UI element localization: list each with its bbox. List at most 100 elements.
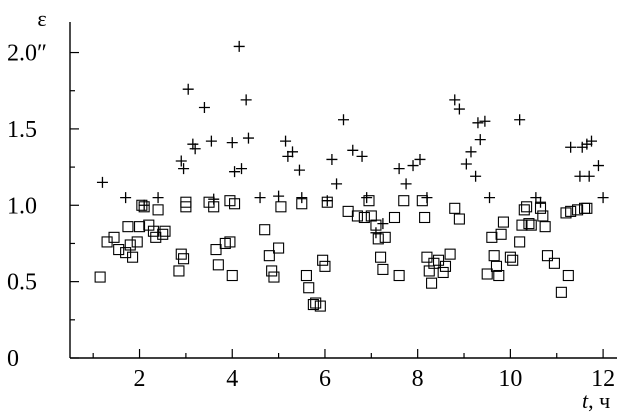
square-point (449, 202, 461, 214)
ticks (70, 51, 604, 359)
plus-point (242, 132, 254, 144)
plus-point (565, 141, 577, 153)
square-point (514, 236, 526, 248)
plus-point (581, 138, 593, 150)
square-point (358, 211, 370, 224)
square-point (159, 225, 171, 237)
square-point (432, 254, 445, 266)
square-point (481, 268, 493, 280)
square-point (493, 269, 505, 282)
plus-point (229, 166, 241, 178)
square-point (370, 219, 382, 231)
square-point (525, 219, 537, 231)
square-point (180, 196, 192, 208)
square-point (439, 260, 452, 272)
plus-point (236, 163, 248, 175)
plus-point (576, 141, 588, 153)
square-point (419, 211, 431, 224)
square-point (266, 265, 278, 277)
square-point (518, 204, 530, 216)
square-point (108, 231, 120, 243)
square-point (495, 228, 507, 240)
square-point (488, 250, 500, 262)
x-tick-label: 12 (591, 366, 615, 392)
plus-point (470, 170, 482, 182)
square-point (548, 257, 560, 269)
plus-point (240, 94, 252, 106)
data-points (94, 40, 609, 312)
square-point (398, 195, 410, 207)
plus-point (592, 160, 604, 172)
x-axis-label-unit: , ч (588, 388, 610, 412)
plus-point (370, 227, 382, 239)
plus-point (361, 192, 373, 204)
square-point (124, 239, 136, 251)
plus-point (407, 160, 419, 172)
square-point (133, 221, 146, 233)
plus-point (338, 114, 349, 126)
x-tick-label: 10 (498, 366, 522, 392)
square-point (537, 210, 549, 222)
square-point (273, 242, 285, 254)
plus-point (449, 94, 461, 106)
plus-point (574, 170, 586, 182)
plus-point (414, 153, 426, 165)
square-point (173, 265, 185, 277)
plus-point (484, 192, 496, 204)
plus-point (233, 40, 245, 52)
plus-point (152, 192, 164, 204)
x-axis-label-var: t (582, 388, 589, 412)
square-point (555, 286, 567, 298)
plus-point (280, 135, 292, 147)
y-tick-label: 0 (7, 346, 19, 372)
square-point (300, 269, 312, 282)
plus-point (472, 117, 484, 129)
x-axis-label: t, ч (582, 388, 610, 412)
square-point (303, 282, 315, 294)
square-point (131, 236, 143, 248)
square-point (416, 195, 428, 207)
square-point (421, 251, 433, 263)
plus-point (198, 102, 210, 114)
square-point (208, 201, 220, 213)
plus-point (287, 146, 299, 158)
square-point (224, 236, 236, 248)
square-point (375, 251, 387, 263)
square-point (150, 231, 162, 243)
square-point (136, 199, 148, 211)
plus-point (187, 138, 199, 150)
square-point (453, 213, 465, 225)
plus-point (175, 155, 187, 167)
square-point (319, 260, 331, 272)
square-point (307, 298, 319, 311)
square-point (127, 251, 139, 263)
plus-point (226, 137, 238, 149)
square-point (486, 231, 498, 243)
plus-point (331, 178, 343, 190)
x-tick-label: 4 (226, 366, 238, 392)
tick-labels: 2 4 6 8 10 12 0 0.5 1.0 1.5 2.0″ (7, 41, 615, 392)
square-point (259, 224, 271, 236)
y-tick-label: 1.5 (7, 117, 37, 143)
plus-point (293, 164, 305, 176)
plus-point (205, 135, 217, 147)
plus-point (597, 192, 609, 204)
plus-point (273, 190, 285, 202)
square-point (497, 216, 509, 228)
square-point (581, 202, 593, 214)
square-point (523, 218, 535, 230)
y-axis-label: ε (37, 6, 46, 31)
plus-point (530, 192, 542, 204)
square-point (393, 269, 405, 282)
plus-point (479, 115, 491, 127)
square-point (229, 198, 241, 210)
plus-point (178, 163, 190, 175)
square-point (152, 204, 164, 216)
square-point (572, 204, 584, 216)
square-point (388, 211, 401, 224)
square-point (521, 201, 533, 213)
square-point (113, 244, 125, 256)
plus-point (96, 176, 108, 188)
y-tick-label: 1.0 (7, 193, 37, 219)
